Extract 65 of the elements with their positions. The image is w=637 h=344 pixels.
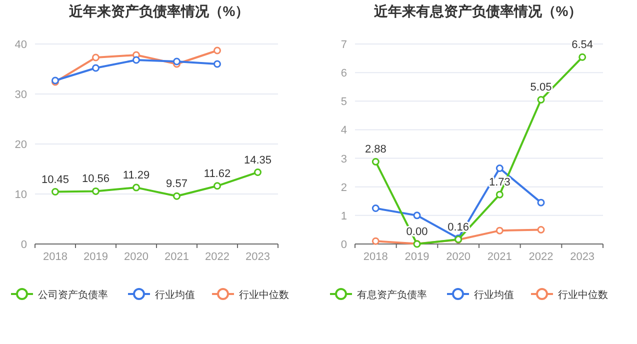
data-label: 5.05 [530,82,552,94]
x-tick-label: 2021 [164,251,189,263]
y-tick-label: 20 [14,139,27,151]
y-tick-label: 10 [14,189,27,201]
point [372,204,380,212]
y-tick-label: 0 [340,239,347,251]
chart-title: 近年来有息资产负债率情况（%） [372,3,582,19]
y-tick-label: 6 [340,68,347,80]
data-label: 10.45 [41,174,70,186]
point [92,64,100,72]
y-tick-label: 40 [14,39,27,51]
y-tick-label: 1 [340,210,347,222]
y-tick-label: 2 [340,182,347,194]
data-label: 10.56 [82,173,110,186]
chart-title: 近年来资产负债率情况（%） [68,3,250,19]
data-label: 14.35 [244,154,272,166]
y-tick-label: 0 [20,239,27,251]
point [132,184,140,192]
data-label: 6.54 [572,39,594,52]
legend-label: 行业中位数 [239,289,289,301]
x-tick-label: 2022 [528,251,554,263]
data-label: 9.57 [166,178,188,190]
point [52,188,59,196]
x-tick-label: 2023 [570,251,595,263]
data-label: 2.88 [364,144,386,156]
point [496,226,504,234]
point [496,164,504,172]
y-tick-label: 4 [340,124,347,137]
x-tick-label: 2022 [205,251,230,263]
point [214,46,221,54]
y-tick-label: 30 [14,89,27,101]
point [372,237,380,245]
point [92,54,100,62]
point [214,60,221,68]
y-tick-label: 5 [340,96,347,108]
point [372,158,380,166]
point [537,96,545,104]
legend-label: 有息资产负债率 [357,289,427,301]
legend-label: 行业中位数 [558,289,608,301]
y-tick-label: 7 [340,39,347,51]
point [537,226,545,234]
x-tick-label: 2023 [246,251,270,263]
legend-label: 行业均值 [155,289,195,301]
legend-label: 公司资产负债率 [38,289,108,301]
point [254,168,262,176]
x-tick-label: 2018 [363,251,388,263]
data-label: 11.62 [204,168,231,180]
point [413,212,421,220]
y-tick-label: 3 [340,153,347,166]
point [214,182,221,190]
point [537,198,545,206]
x-tick-label: 2021 [487,251,512,263]
point [173,192,180,200]
point [496,190,504,198]
x-tick-label: 2019 [404,251,430,263]
x-tick-label: 2019 [84,251,108,263]
x-tick-label: 2020 [446,251,471,263]
data-label: 11.29 [122,170,150,182]
point [173,58,180,66]
point [92,187,100,195]
x-tick-label: 2020 [124,251,148,263]
point [578,53,586,61]
x-tick-label: 2018 [43,251,68,263]
legend-label: 行业均值 [474,289,514,301]
point [132,56,140,64]
